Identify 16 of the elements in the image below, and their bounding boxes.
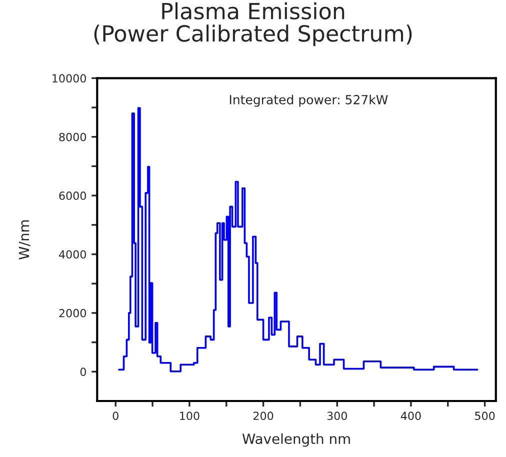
- x-tick-label: 0: [112, 412, 118, 420]
- x-tick-label: 400: [400, 412, 421, 420]
- y-tick-label: 10000: [52, 74, 86, 83]
- y-tick-label: 8000: [59, 132, 86, 142]
- x-tick-label: 500: [475, 412, 495, 420]
- x-tick-label: 200: [254, 412, 274, 420]
- y-axis-title: W/nm: [18, 220, 30, 260]
- x-tick-label: 300: [327, 412, 347, 420]
- annotation: Integrated power: 527kW: [230, 94, 388, 107]
- y-tick-label: 0: [80, 368, 86, 376]
- y-tick-label: 2000: [59, 308, 86, 318]
- y-tick-label: 4000: [59, 250, 86, 259]
- x-axis-title: Wavelength nm: [242, 433, 350, 447]
- x-tick-label: 100: [180, 412, 200, 420]
- chart-title: Plasma Emission (Power Calibrated Spectrum): [94, 2, 412, 46]
- y-tick-label: 6000: [59, 192, 86, 200]
